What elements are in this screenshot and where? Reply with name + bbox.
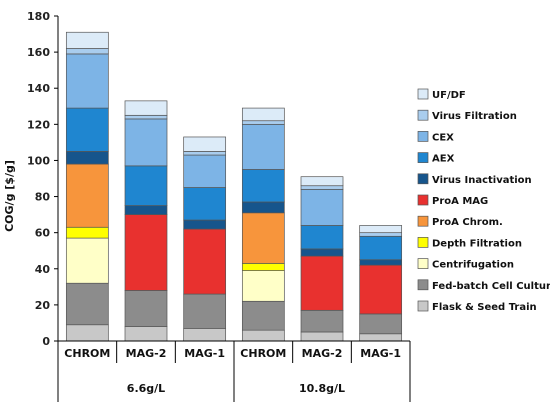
bar-segment — [241, 107, 285, 122]
legend-label: Fed-batch Cell Culture — [432, 281, 550, 292]
legend-label: ProA MAG — [432, 196, 488, 207]
legend-swatch — [417, 131, 429, 142]
bar-segment — [65, 48, 109, 55]
bar-segment — [359, 333, 403, 342]
x-axis: CHROM MAG-2 MAG-1 CHROM MAG-2 MAG-1 6.6g/L 10.8… — [57, 340, 411, 402]
x-group-label: 10.8g/L — [299, 382, 345, 395]
bar-segment — [241, 300, 285, 331]
bar-segment — [241, 201, 285, 214]
y-tick-label: 60 — [35, 227, 51, 240]
x-group-label: 6.6g/L — [127, 382, 165, 395]
bar-segment — [183, 136, 227, 152]
x-category-label: MAG-1 — [184, 347, 225, 360]
x-category-label: CHROM — [64, 347, 110, 360]
bar-segment — [300, 255, 344, 311]
x-category-label: CHROM — [240, 347, 286, 360]
bar-segment — [359, 313, 403, 335]
bar-segment — [124, 214, 168, 291]
legend-swatch — [417, 237, 429, 248]
x-category-label: MAG-1 — [360, 347, 401, 360]
legend-label: CEX — [432, 132, 454, 143]
bar-segment — [241, 123, 285, 170]
y-tick-label: 80 — [35, 191, 51, 204]
bar-segment — [65, 324, 109, 342]
y-tick-label: 160 — [27, 46, 50, 59]
legend-swatch — [417, 215, 429, 227]
bar-segment — [300, 331, 344, 342]
bar-segment — [124, 114, 168, 120]
legend-label: Virus Inactivation — [432, 175, 532, 186]
legend-swatch — [417, 88, 429, 100]
legend-label: Centrifugation — [432, 260, 514, 271]
bar-segment — [300, 176, 344, 187]
bar-segment — [300, 248, 344, 257]
bar-segment — [300, 225, 344, 250]
legend-label: ProA Chrom. — [432, 217, 503, 228]
y-tick-label: 40 — [35, 263, 51, 276]
legend-label: Virus Filtration — [432, 111, 517, 122]
bar-segment — [241, 120, 285, 125]
bar-segment — [359, 235, 403, 261]
bar-segment — [300, 188, 344, 226]
bar-segment — [65, 53, 109, 109]
bar-segment — [359, 232, 403, 237]
legend-swatch — [417, 109, 429, 121]
bar-segment — [241, 263, 285, 271]
bar-segment — [241, 329, 285, 342]
y-axis-label: COG/g [$/g] — [3, 160, 16, 232]
legend-swatch — [417, 152, 429, 163]
bar-segment — [124, 290, 168, 327]
bar-segment — [124, 118, 168, 167]
y-tick-label: 120 — [27, 118, 50, 131]
bar-segment — [65, 31, 109, 49]
bar-segment — [241, 270, 285, 302]
bars — [65, 31, 403, 342]
legend-swatch — [417, 279, 429, 291]
bar-segment — [124, 326, 168, 342]
x-category-label: MAG-2 — [126, 347, 167, 360]
y-tick-label: 140 — [27, 82, 50, 95]
y-axis: 0 20 40 60 80 100 120 140 160 180 — [27, 10, 59, 348]
legend-swatch — [417, 258, 429, 269]
bar-segment — [65, 163, 109, 228]
bar-segment — [183, 154, 227, 188]
bar-segment — [183, 151, 227, 156]
bar-segment — [183, 293, 227, 329]
bar-segment — [241, 212, 285, 264]
legend-swatch — [417, 173, 429, 185]
bar-segment — [65, 107, 109, 152]
bar-segment — [65, 151, 109, 165]
bar-segment — [183, 219, 227, 230]
y-tick-label: 0 — [42, 335, 50, 348]
bar-segment — [241, 169, 285, 203]
legend-swatch — [417, 300, 429, 312]
bar-segment — [300, 309, 344, 333]
bar-segment — [65, 237, 109, 284]
x-category-label: MAG-2 — [302, 347, 343, 360]
bar-segment — [183, 228, 227, 295]
legend-swatch — [417, 194, 429, 206]
bar-segment — [300, 185, 344, 190]
bar-segment — [124, 205, 168, 215]
legend-label: Flask & Seed Train — [432, 302, 537, 313]
legend-label: AEX — [432, 154, 455, 165]
bar-segment — [65, 282, 109, 326]
legend: UF/DF Virus Filtration CEX AEX Virus Inactiv… — [417, 88, 550, 313]
bar-segment — [124, 100, 168, 116]
bar-segment — [183, 187, 227, 221]
y-tick-label: 180 — [27, 10, 50, 23]
bar-segment — [65, 226, 109, 239]
y-tick-label: 100 — [27, 154, 50, 167]
legend-label: Depth Filtration — [432, 238, 522, 249]
bar-segment — [183, 328, 227, 342]
bar-segment — [359, 259, 403, 266]
bar-segment — [359, 264, 403, 315]
y-tick-label: 20 — [35, 299, 51, 312]
legend-label: UF/DF — [432, 90, 466, 101]
bar-segment — [359, 225, 403, 234]
bar-segment — [124, 165, 168, 206]
